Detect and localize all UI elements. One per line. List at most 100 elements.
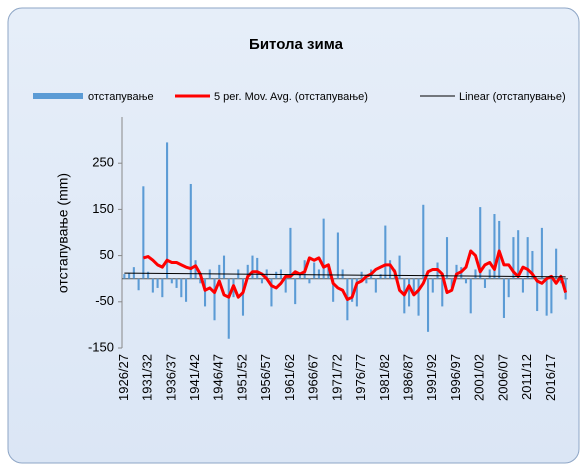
bar [147, 271, 150, 279]
bar [213, 278, 216, 321]
bar [536, 278, 539, 312]
bar [379, 274, 382, 279]
bar [161, 278, 164, 298]
bar [142, 186, 145, 279]
bar [284, 278, 287, 293]
bar [431, 278, 434, 293]
bar [166, 142, 169, 279]
chart-card [7, 7, 580, 464]
bar [389, 260, 392, 279]
bar [351, 278, 354, 302]
y-tick-label: 50 [100, 247, 114, 262]
bar [227, 278, 230, 339]
bar [479, 207, 482, 279]
bar [308, 278, 311, 284]
bar [422, 204, 425, 279]
bar [289, 227, 292, 279]
x-tick-label: 1951/52 [234, 354, 249, 401]
y-tick-label: 250 [92, 155, 114, 170]
bar [137, 278, 140, 291]
bar [526, 237, 529, 279]
bar [251, 255, 254, 279]
bar [322, 218, 325, 279]
bar [493, 214, 496, 279]
bar [450, 278, 453, 288]
bar [298, 274, 301, 279]
bar [336, 232, 339, 279]
x-tick-label: 1971/72 [329, 354, 344, 401]
bar [275, 271, 278, 279]
bar [180, 278, 183, 298]
bar [313, 262, 316, 279]
bar [398, 255, 401, 279]
x-tick-label: 1966/67 [306, 354, 321, 401]
x-tick-label: 1986/87 [400, 354, 415, 401]
bar [555, 248, 558, 279]
x-tick-label: 1961/62 [282, 354, 297, 401]
bar [355, 278, 358, 307]
bar [341, 269, 344, 279]
bar [123, 274, 126, 279]
bar [270, 278, 273, 307]
bar [521, 278, 524, 293]
bar [550, 278, 553, 314]
bar [128, 273, 131, 279]
bar [545, 278, 548, 316]
bar [469, 278, 472, 314]
x-tick-label: 2006/07 [495, 354, 510, 401]
x-tick-label: 1976/77 [353, 354, 368, 401]
x-tick-label: 1926/27 [116, 354, 131, 401]
y-tick-label: 150 [92, 201, 114, 216]
bar [203, 278, 207, 307]
bar [426, 278, 430, 332]
bar [170, 278, 173, 284]
bar [222, 255, 226, 279]
y-tick-label: -150 [88, 339, 114, 354]
bar [317, 269, 320, 279]
bar [540, 227, 543, 279]
bar [241, 278, 245, 316]
legend-label: отстапување [88, 91, 154, 103]
bar [199, 278, 202, 284]
bar [294, 278, 297, 305]
bar [464, 278, 468, 284]
bar [156, 278, 159, 288]
bar [512, 237, 515, 279]
bar [408, 278, 411, 307]
bar [488, 269, 491, 279]
bar [417, 278, 420, 316]
x-tick-label: 1931/32 [140, 354, 155, 401]
bar [507, 278, 510, 298]
bar [517, 230, 520, 279]
bar [455, 264, 458, 279]
legend-swatch [33, 93, 83, 99]
bar [151, 278, 154, 293]
bar [246, 264, 249, 279]
x-tick-label: 1941/42 [187, 354, 202, 401]
x-tick-label: 1956/57 [258, 354, 273, 401]
bar [531, 250, 534, 279]
y-axis-title: отстапување (mm) [55, 173, 71, 293]
bar [260, 278, 264, 284]
x-tick-label: 1991/92 [424, 354, 439, 401]
bar [441, 278, 444, 307]
y-tick-label: -50 [95, 293, 114, 308]
bar [445, 237, 449, 279]
x-tick-label: 2016/17 [543, 354, 558, 401]
chart-title: Битола зима [249, 36, 344, 53]
bar [365, 278, 368, 284]
bar [175, 278, 178, 288]
x-tick-label: 1946/47 [211, 354, 226, 401]
chart-content: Битола зима отстапување (mm) -150 -50 50 15… [33, 36, 568, 401]
bar [194, 260, 197, 279]
x-tick-label: 1936/37 [163, 354, 178, 401]
trend-line [124, 272, 566, 278]
bar [483, 278, 487, 288]
legend-label: 5 per. Mov. Avg. (отстапување) [214, 91, 368, 103]
bar [412, 278, 415, 293]
bar [332, 278, 335, 302]
bar [474, 269, 477, 279]
x-tick-label: 1981/82 [377, 354, 392, 401]
bar [374, 278, 377, 293]
